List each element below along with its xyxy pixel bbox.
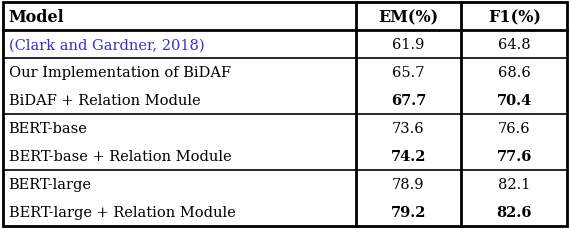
Text: BERT-large + Relation Module: BERT-large + Relation Module — [9, 205, 235, 219]
Text: 73.6: 73.6 — [392, 121, 425, 135]
Text: 74.2: 74.2 — [390, 149, 426, 163]
Text: 76.6: 76.6 — [498, 121, 531, 135]
Text: F1(%): F1(%) — [488, 9, 541, 26]
Text: (Clark and Gardner, 2018): (Clark and Gardner, 2018) — [9, 38, 204, 52]
Text: 64.8: 64.8 — [498, 38, 531, 52]
Text: BiDAF + Relation Module: BiDAF + Relation Module — [9, 94, 200, 108]
Text: BERT-large: BERT-large — [9, 177, 92, 191]
Text: Our Implementation of BiDAF: Our Implementation of BiDAF — [9, 66, 231, 80]
Text: 68.6: 68.6 — [498, 66, 531, 80]
Text: 61.9: 61.9 — [392, 38, 425, 52]
Text: 82.1: 82.1 — [498, 177, 531, 191]
Text: 79.2: 79.2 — [390, 205, 426, 219]
Text: BERT-base + Relation Module: BERT-base + Relation Module — [9, 149, 231, 163]
Text: BERT-base: BERT-base — [9, 121, 87, 135]
Text: 82.6: 82.6 — [496, 205, 532, 219]
Text: 65.7: 65.7 — [392, 66, 425, 80]
Text: Model: Model — [9, 9, 64, 26]
Text: 67.7: 67.7 — [391, 94, 426, 108]
Text: 70.4: 70.4 — [496, 94, 532, 108]
Text: EM(%): EM(%) — [378, 9, 438, 26]
Text: 77.6: 77.6 — [496, 149, 532, 163]
Text: 78.9: 78.9 — [392, 177, 425, 191]
